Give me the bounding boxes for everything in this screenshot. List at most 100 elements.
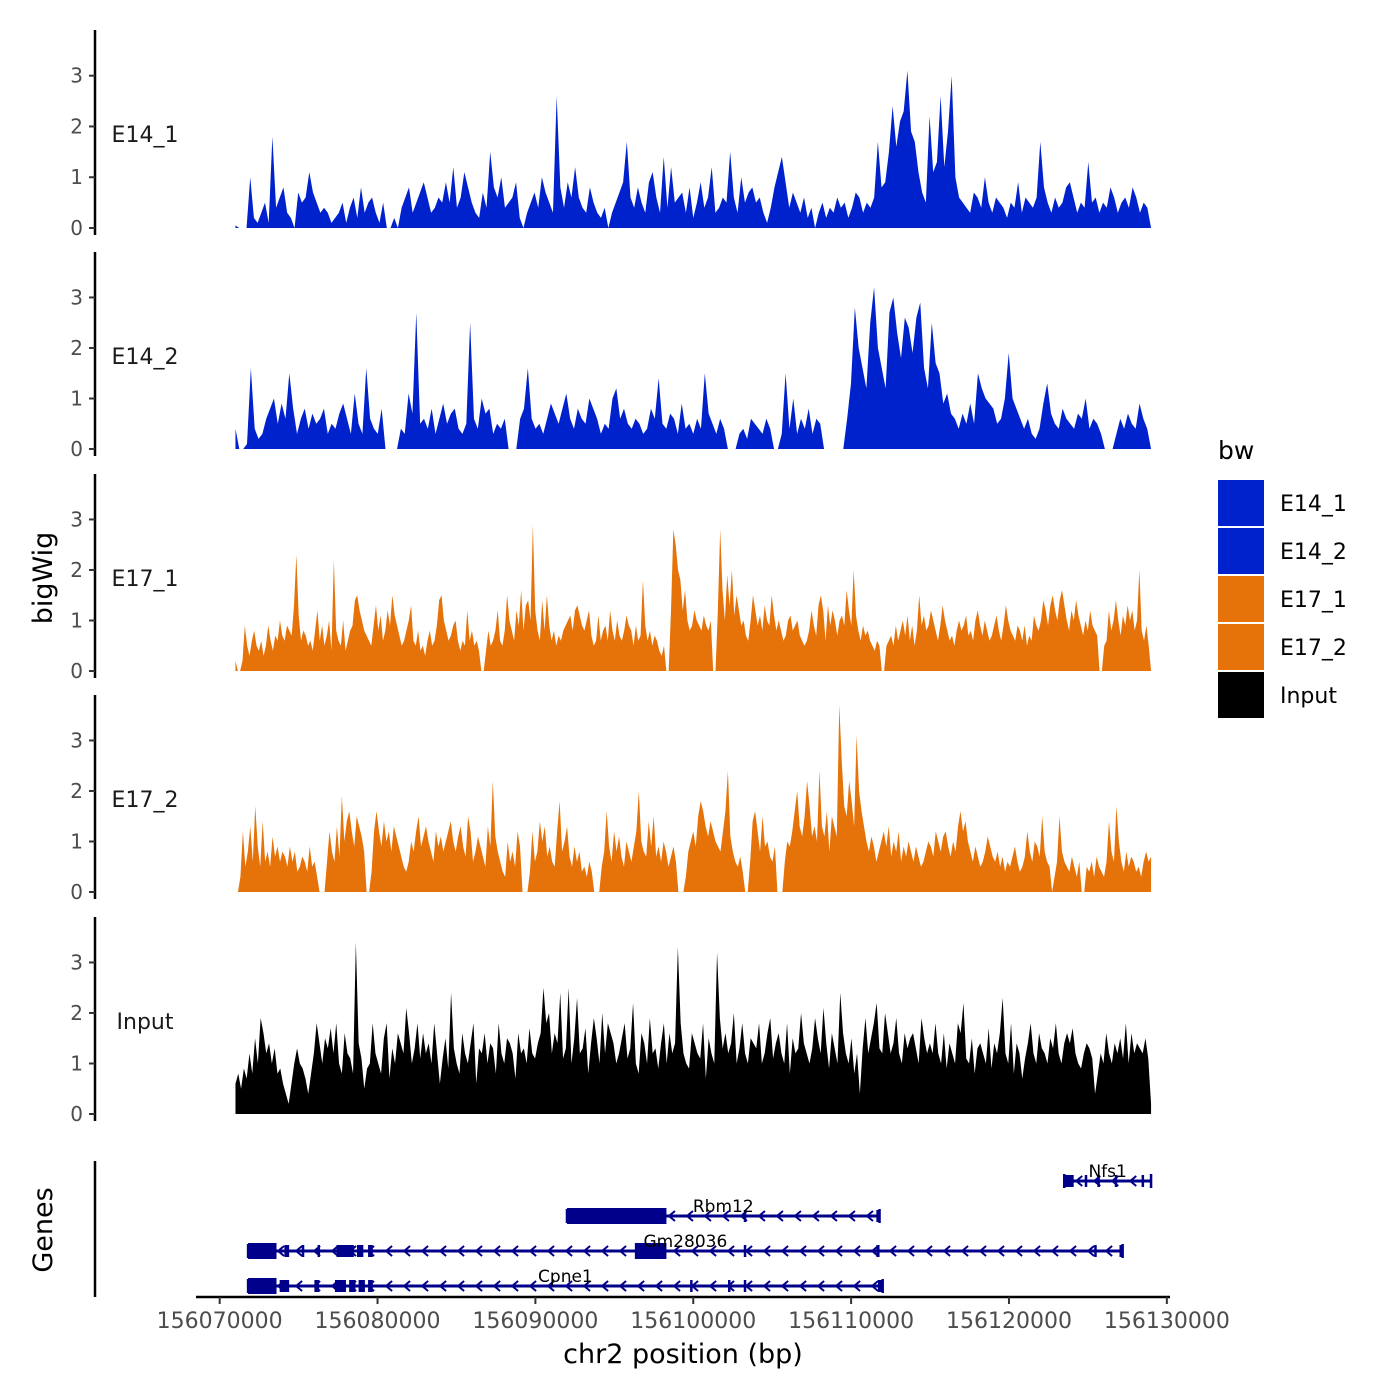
- track-label-E17_1: E17_1: [112, 567, 179, 592]
- y-tick-label: 2: [70, 558, 83, 582]
- strand-chevron: [1128, 1175, 1137, 1187]
- exon: [1141, 1175, 1145, 1187]
- legend-entry-E17_1: E17_1: [1218, 576, 1347, 622]
- legend-entry-Input: Input: [1218, 672, 1337, 718]
- exon: [1084, 1175, 1088, 1187]
- gene-label-Nfs1: Nfs1: [1088, 1162, 1126, 1182]
- x-axis-title: chr2 position (bp): [563, 1339, 803, 1370]
- y-tick-label: 0: [70, 216, 83, 240]
- strand-chevron: [798, 1280, 807, 1292]
- strand-chevron: [852, 1245, 861, 1257]
- strand-chevron: [438, 1280, 447, 1292]
- strand-chevron: [330, 1245, 339, 1257]
- exon: [876, 1210, 880, 1222]
- strand-chevron: [685, 1210, 694, 1222]
- legend-entry-E14_1: E14_1: [1218, 480, 1347, 526]
- y-tick-label: 3: [70, 728, 83, 752]
- strand-chevron: [870, 1280, 879, 1292]
- y-tick-label: 2: [70, 114, 83, 138]
- y-axis-title: bigWig: [28, 532, 59, 625]
- exon: [1114, 1175, 1118, 1187]
- legend-swatch: [1218, 480, 1264, 526]
- exon: [690, 1280, 693, 1292]
- strand-chevron: [420, 1245, 429, 1257]
- legend-label: E14_2: [1280, 540, 1347, 565]
- exon: [248, 1243, 277, 1259]
- strand-chevron: [420, 1280, 429, 1292]
- strand-chevron: [618, 1245, 627, 1257]
- area-E14_2: [235, 287, 1152, 449]
- area-E17_2: [235, 705, 1152, 892]
- exon: [349, 1280, 356, 1292]
- exon: [566, 1208, 667, 1224]
- strand-chevron: [834, 1280, 843, 1292]
- strand-chevron: [546, 1280, 555, 1292]
- strand-chevron: [1074, 1175, 1083, 1187]
- gene-Rbm12: Rbm12: [565, 1197, 881, 1224]
- strand-chevron: [474, 1245, 483, 1257]
- strand-chevron: [775, 1210, 784, 1222]
- y-tick-label: 1: [70, 1051, 83, 1075]
- strand-chevron: [798, 1245, 807, 1257]
- strand-chevron: [456, 1245, 465, 1257]
- strand-chevron: [618, 1280, 627, 1292]
- track-E14_2: 0 1 2 3 E14_2: [70, 252, 1152, 461]
- strand-chevron: [870, 1245, 879, 1257]
- legend-label: E17_1: [1280, 588, 1347, 613]
- strand-chevron: [834, 1245, 843, 1257]
- track-label-E14_2: E14_2: [112, 345, 179, 370]
- exon: [1094, 1245, 1097, 1257]
- legend: bw E14_1 E14_2 E17_1 E17_2 Input: [1218, 436, 1347, 718]
- area-E17_1: [235, 524, 1152, 671]
- strand-chevron: [492, 1245, 501, 1257]
- y-tick-label: 0: [70, 1102, 83, 1126]
- strand-chevron: [384, 1245, 393, 1257]
- strand-chevron: [384, 1280, 393, 1292]
- y-tick-label: 0: [70, 437, 83, 461]
- exon: [368, 1245, 373, 1257]
- track-E17_2: 0 1 2 3 E17_2: [70, 695, 1152, 904]
- genes-track-title: Genes: [28, 1187, 59, 1272]
- strand-chevron: [1104, 1245, 1113, 1257]
- x-axis: 156070000 156080000 156090000 156100000 1561…: [157, 1295, 1230, 1334]
- strand-chevron: [546, 1245, 555, 1257]
- exon: [334, 1280, 346, 1292]
- strand-chevron: [960, 1245, 969, 1257]
- strand-chevron: [721, 1210, 730, 1222]
- exon: [317, 1245, 321, 1257]
- strand-chevron: [757, 1210, 766, 1222]
- x-tick-label: 156120000: [946, 1309, 1072, 1334]
- strand-chevron: [942, 1245, 951, 1257]
- x-tick-label: 156130000: [1104, 1309, 1230, 1334]
- strand-chevron: [402, 1245, 411, 1257]
- strand-chevron: [564, 1280, 573, 1292]
- y-tick-label: 3: [70, 285, 83, 309]
- track-label-E14_1: E14_1: [112, 123, 179, 148]
- strand-chevron: [294, 1280, 303, 1292]
- exon: [1064, 1175, 1074, 1187]
- strand-chevron: [816, 1245, 825, 1257]
- exon: [743, 1245, 747, 1257]
- coverage-tracks: 0 1 2 3 E14_1 0 1 2 3 E14_2 0 1 2 3 E17_1 0 1 2 3 E17_2 0 1 2 3…: [70, 30, 1152, 1126]
- legend-entry-E17_2: E17_2: [1218, 624, 1347, 670]
- y-tick-label: 1: [70, 608, 83, 632]
- strand-chevron: [996, 1245, 1005, 1257]
- strand-chevron: [906, 1245, 915, 1257]
- strand-chevron: [402, 1280, 411, 1292]
- strand-chevron: [672, 1245, 681, 1257]
- track-Input: 0 1 2 3 Input: [70, 917, 1152, 1126]
- area-E14_1: [235, 70, 1152, 229]
- strand-chevron: [474, 1280, 483, 1292]
- track-E14_1: 0 1 2 3 E14_1: [70, 30, 1152, 240]
- gene-Cpne1: Cpne1: [246, 1267, 884, 1294]
- y-tick-label: 1: [70, 829, 83, 853]
- gene-label-Gm28036: Gm28036: [643, 1232, 727, 1252]
- strand-chevron: [847, 1210, 856, 1222]
- strand-chevron: [793, 1210, 802, 1222]
- strand-chevron: [703, 1210, 712, 1222]
- strand-chevron: [1014, 1245, 1023, 1257]
- strand-chevron: [726, 1245, 735, 1257]
- exon: [248, 1278, 277, 1294]
- strand-chevron: [888, 1245, 897, 1257]
